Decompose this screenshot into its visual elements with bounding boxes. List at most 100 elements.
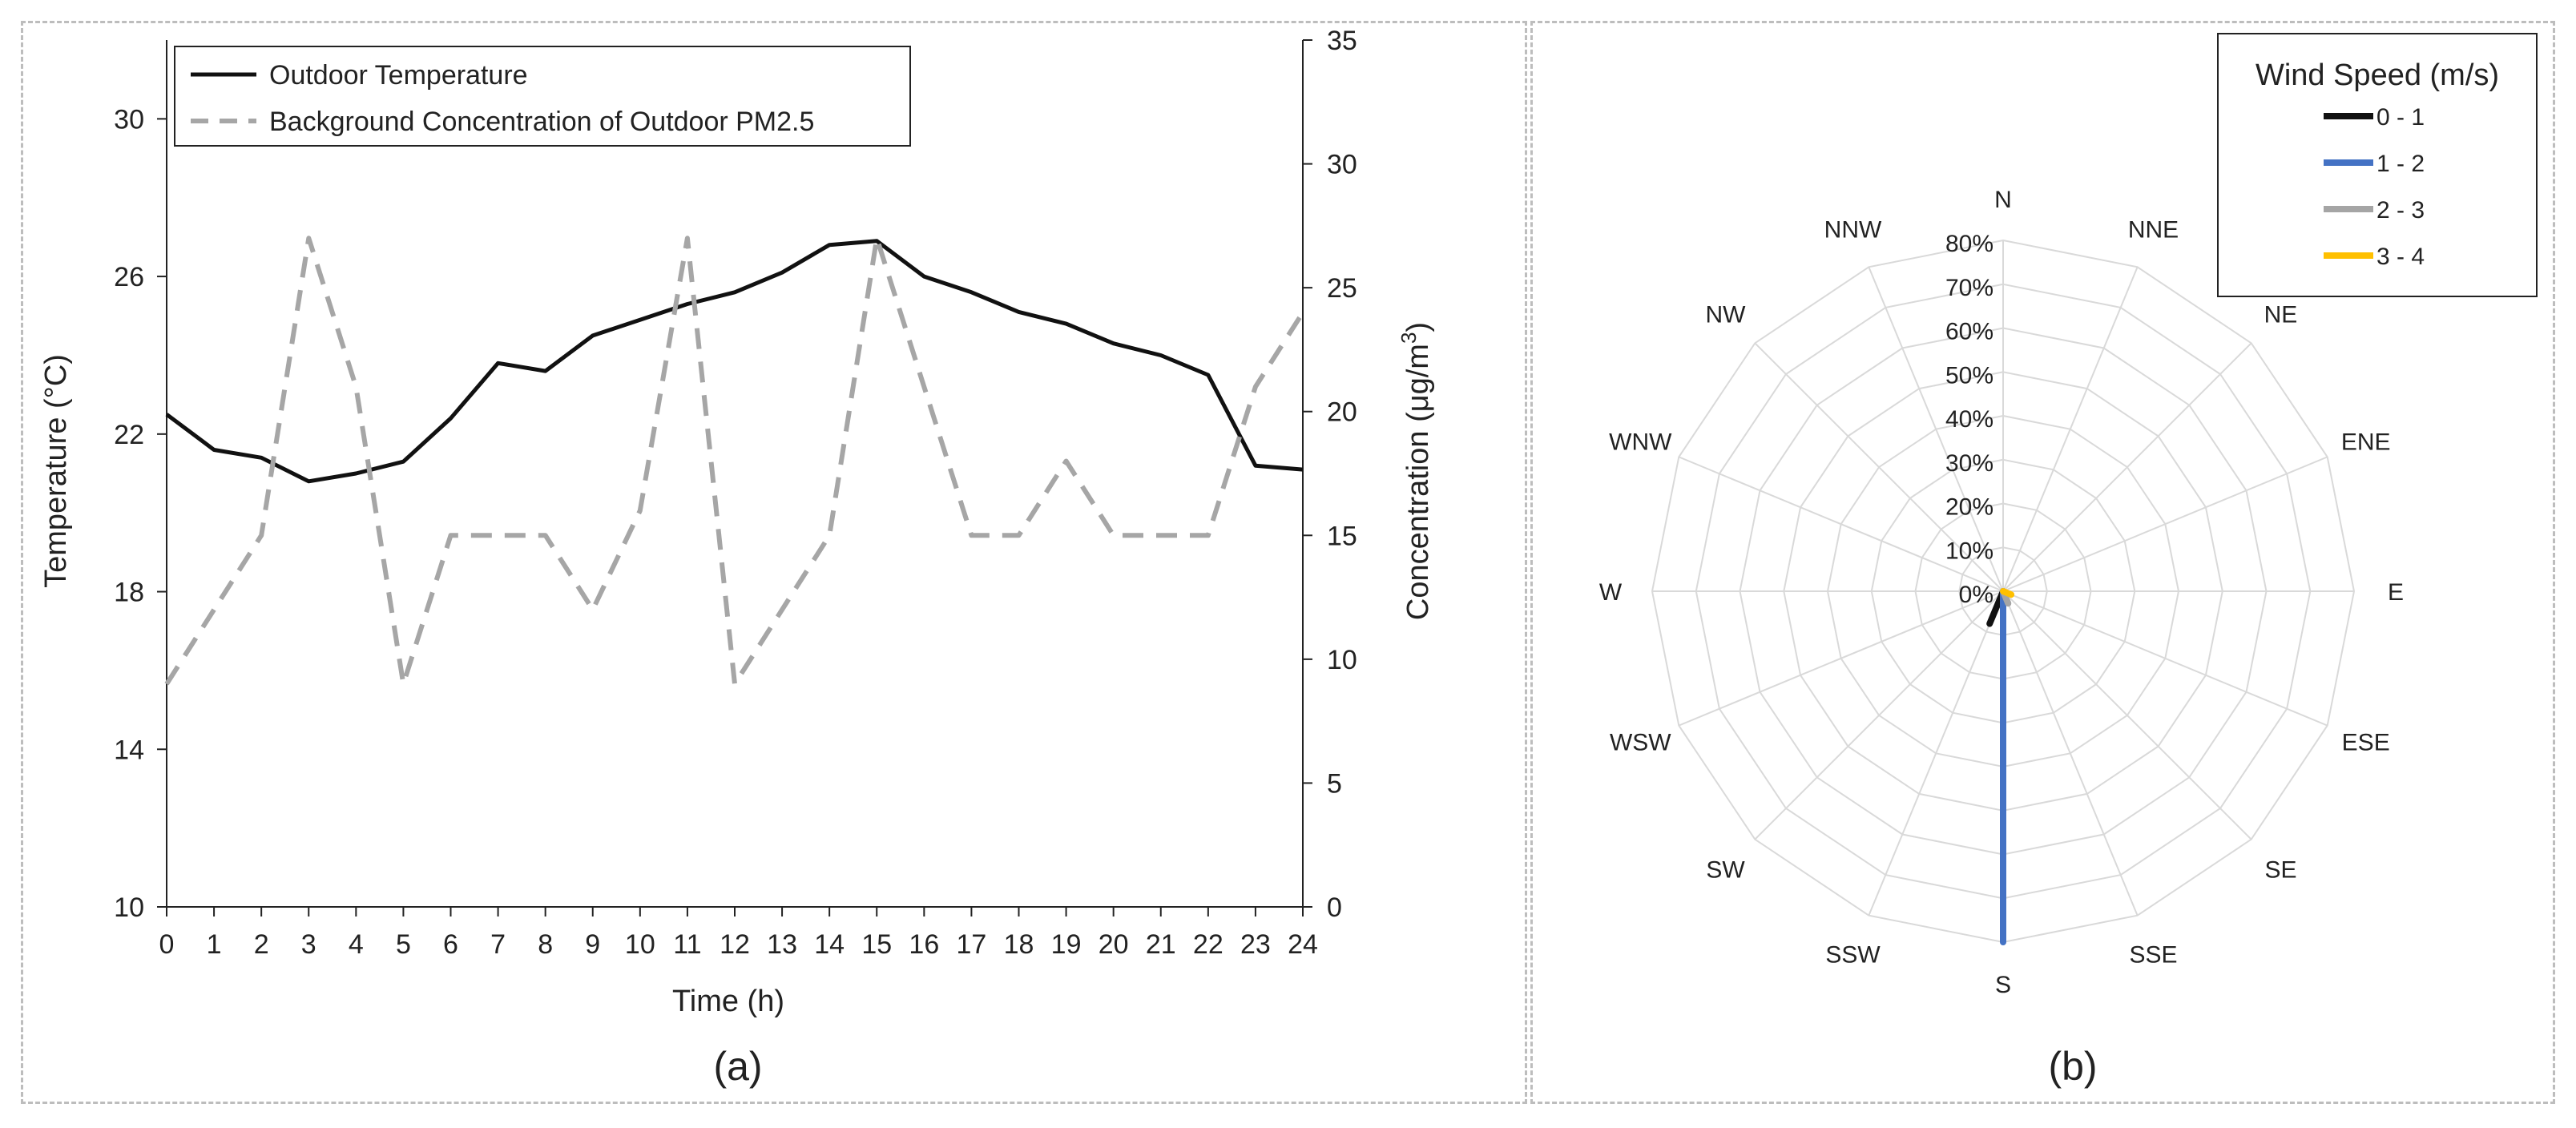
y-tick-label: 10 [114, 892, 144, 923]
radar-spoke [1868, 266, 2004, 592]
legend-box [2217, 33, 2538, 297]
radial-tick-label: 0% [1959, 582, 1993, 608]
y-tick-label: 14 [114, 735, 144, 765]
radial-tick-label: 10% [1945, 538, 1993, 564]
y-tick-label: 30 [114, 104, 144, 135]
x-tick-label: 15 [861, 929, 892, 960]
y2-tick-label: 0 [1327, 892, 1342, 923]
x-tick-label: 18 [1004, 929, 1034, 960]
y2-tick-label: 30 [1327, 150, 1357, 180]
x-tick-label: 4 [349, 929, 364, 960]
x-tick-label: 24 [1288, 929, 1318, 960]
x-tick-label: 21 [1146, 929, 1176, 960]
radar-spoke [1754, 342, 2004, 592]
direction-label: E [2388, 579, 2404, 606]
wind-series-0-1 [1986, 588, 2006, 627]
radar-spoke [1868, 590, 2004, 916]
chart-b-legend: Wind Speed (m/s) 0 - 1 1 - 2 2 - 3 3 - 4 [2217, 33, 2538, 297]
legend-box [174, 46, 911, 147]
legend-label: Outdoor Temperature [269, 60, 528, 91]
y2-tick-label: 5 [1327, 768, 1342, 799]
x-tick-label: 17 [957, 929, 987, 960]
x-tick-label: 14 [814, 929, 845, 960]
radial-tick-label: 60% [1945, 319, 1993, 345]
direction-label: SSW [1825, 942, 1881, 969]
radar-spoke [2002, 266, 2139, 592]
radial-tick-label: 40% [1945, 406, 1993, 433]
y-tick-label: 22 [114, 420, 144, 450]
direction-label: NE [2264, 302, 2298, 328]
x-tick-label: 16 [909, 929, 939, 960]
chart-a-legend: Outdoor Temperature Background Concentrat… [174, 46, 911, 147]
legend-label: Background Concentration of Outdoor PM2.… [269, 107, 814, 137]
direction-label: S [1995, 972, 2011, 998]
radial-tick-label: 20% [1945, 494, 1993, 521]
radial-tick-label: 50% [1945, 362, 1993, 389]
x-tick-label: 22 [1193, 929, 1223, 960]
x-tick-label: 19 [1051, 929, 1082, 960]
panel-b [1530, 21, 2555, 1104]
radial-tick-label: 70% [1945, 275, 1993, 301]
x-tick-label: 8 [538, 929, 553, 960]
direction-label: WSW [1610, 730, 1671, 756]
x-tick-label: 13 [767, 929, 797, 960]
legend-label: 3 - 4 [2376, 244, 2425, 270]
chart-b-series [1986, 588, 2015, 945]
radar-spoke [2002, 342, 2252, 592]
direction-label: SSE [2129, 942, 2177, 969]
chart-b-grid: 0% 10% 20% 30% 40% 50% 60% 70% 80%N NNE NE ENE E ESE S… [1599, 187, 2404, 998]
radar-spoke [1754, 590, 2004, 840]
radar-spoke [2002, 590, 2139, 916]
radar-spoke [2002, 456, 2328, 592]
pm25-concentration-line [164, 236, 1305, 687]
radar-spoke [1678, 590, 2004, 727]
direction-label: N [1994, 187, 2012, 213]
chart-a-labels: Time (h) Temperature (°C) Concentration … [39, 322, 1435, 1089]
radial-tick-label: 30% [1945, 450, 1993, 477]
x-tick-label: 10 [625, 929, 655, 960]
direction-label: W [1599, 579, 1623, 606]
y2-tick-label: 25 [1327, 273, 1357, 304]
direction-label: WNW [1609, 429, 1672, 455]
y2-tick-label: 20 [1327, 397, 1357, 428]
x-tick-label: 5 [396, 929, 411, 960]
y-tick-label: 26 [114, 262, 144, 292]
direction-label: SE [2264, 856, 2296, 883]
x-tick-label: 9 [585, 929, 600, 960]
x-tick-label: 11 [673, 929, 701, 960]
radar-spoke [1678, 456, 2004, 592]
x-tick-label: 6 [443, 929, 458, 960]
x-tick-label: 1 [207, 929, 222, 960]
direction-label: NNE [2128, 216, 2179, 243]
y2-axis-label: Concentration (μg/m3) [1397, 322, 1435, 620]
y-tick-label: 18 [114, 578, 144, 608]
direction-label: NNW [1824, 216, 1882, 243]
radial-tick-label: 80% [1945, 231, 1993, 257]
y2-tick-label: 35 [1327, 26, 1357, 56]
x-tick-label: 7 [490, 929, 506, 960]
direction-label: SW [1706, 856, 1745, 883]
y-axis-label: Temperature (°C) [39, 354, 73, 588]
radar-spoke [2002, 590, 2328, 727]
wind-series-3-4 [2000, 588, 2015, 598]
panel-a [21, 21, 1527, 1104]
x-tick-label: 0 [159, 929, 175, 960]
panel-b-label: (b) [2048, 1044, 2097, 1089]
x-axis-label: Time (h) [672, 985, 784, 1018]
chart-a-series [164, 236, 1305, 687]
chart-a-axes: 0 1 2 3 4 5 6 7 8 9 10 11 12 13 14 15 16 17 18 19 20 21 22 23 24… [114, 26, 1357, 960]
radar-spoke [2002, 590, 2252, 840]
legend-title: Wind Speed (m/s) [2256, 58, 2499, 92]
x-tick-label: 3 [301, 929, 316, 960]
y2-tick-label: 10 [1327, 645, 1357, 675]
direction-label: ENE [2341, 429, 2391, 455]
legend-label: 0 - 1 [2376, 104, 2425, 131]
direction-label: ESE [2342, 730, 2390, 756]
y2-tick-label: 15 [1327, 521, 1357, 551]
x-tick-label: 20 [1099, 929, 1129, 960]
panel-a-label: (a) [713, 1044, 762, 1089]
direction-label: NW [1706, 302, 1747, 328]
legend-label: 2 - 3 [2376, 197, 2425, 224]
x-tick-label: 23 [1240, 929, 1271, 960]
